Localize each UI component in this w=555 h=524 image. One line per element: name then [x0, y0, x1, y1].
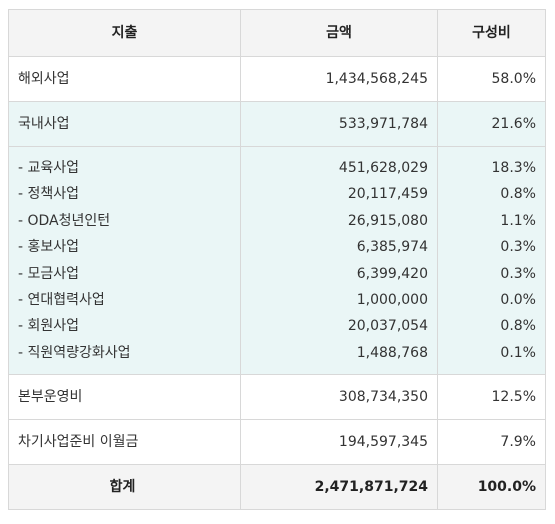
row-label: 본부운영비	[8, 374, 241, 421]
sub-item-ratio: 0.0%	[500, 291, 536, 308]
row-amount: 1,434,568,245	[240, 56, 438, 102]
row-ratio: 21.6%	[437, 101, 546, 147]
table-row-hq-operations: 본부운영비 308,734,350 12.5%	[8, 374, 546, 421]
row-amount: 533,971,784	[240, 101, 438, 147]
table-row-overseas: 해외사업 1,434,568,245 58.0%	[8, 56, 546, 102]
sub-item-ratio: 0.8%	[500, 186, 536, 203]
row-label: 해외사업	[8, 56, 241, 102]
header-row: 지출 금액 구성비	[8, 9, 546, 57]
header-ratio: 구성비	[437, 9, 546, 57]
sub-item-label: - 직원역량강화사업	[18, 344, 131, 361]
sub-item-amount: 6,399,420	[356, 265, 428, 282]
sub-item-ratio: 18.3%	[491, 160, 536, 176]
table-body: 해외사업 1,434,568,245 58.0% 국내사업 533,971,78…	[8, 56, 546, 511]
sub-item-label: - 홍보사업	[18, 239, 80, 256]
table-header: 지출 금액 구성비	[8, 9, 546, 57]
row-amount: 194,597,345	[240, 419, 438, 466]
sub-item-label: - ODA청년인턴	[18, 212, 111, 229]
expense-table: 지출 금액 구성비 해외사업 1,434,568,245 58.0% 국내사업 …	[8, 9, 546, 511]
total-label: 합계	[8, 464, 241, 511]
sub-item-label: - 교육사업	[18, 160, 80, 176]
sub-item-amount: 1,488,768	[356, 344, 428, 361]
sub-item-ratio: 0.3%	[500, 265, 536, 282]
row-amount: 308,734,350	[240, 374, 438, 421]
sub-item-label: - 정책사업	[18, 186, 80, 203]
table-row-total: 합계 2,471,871,724 100.0%	[8, 464, 546, 511]
sub-item-ratio: 0.8%	[500, 318, 536, 335]
table-row-carryover: 차기사업준비 이월금 194,597,345 7.9%	[8, 419, 546, 466]
row-ratio: 58.0%	[437, 56, 546, 102]
header-expense: 지출	[8, 9, 241, 57]
sub-item-ratio: 0.1%	[500, 344, 536, 361]
sub-labels-cell: - 교육사업 - 정책사업 - ODA청년인턴 - 홍보사업 - 모금사업 - …	[8, 145, 241, 376]
header-amount: 금액	[240, 9, 438, 57]
table-row-domestic: 국내사업 533,971,784 21.6%	[8, 101, 546, 147]
row-label: 차기사업준비 이월금	[8, 419, 241, 466]
expense-table-container: 지출 금액 구성비 해외사업 1,434,568,245 58.0% 국내사업 …	[8, 9, 546, 511]
sub-ratios-cell: 18.3% 0.8% 1.1% 0.3% 0.3% 0.0% 0.8% 0.1%	[437, 145, 546, 376]
sub-item-label: - 연대협력사업	[18, 291, 105, 308]
sub-item-amount: 20,117,459	[347, 186, 428, 203]
row-label: 국내사업	[8, 101, 241, 147]
sub-item-label: - 회원사업	[18, 318, 80, 335]
table-row-domestic-breakdown: - 교육사업 - 정책사업 - ODA청년인턴 - 홍보사업 - 모금사업 - …	[8, 145, 546, 376]
sub-item-ratio: 1.1%	[500, 212, 536, 229]
sub-item-amount: 1,000,000	[356, 291, 428, 308]
sub-item-amount: 26,915,080	[347, 212, 428, 229]
sub-item-ratio: 0.3%	[500, 239, 536, 256]
row-ratio: 12.5%	[437, 374, 546, 421]
total-ratio: 100.0%	[437, 464, 546, 511]
sub-item-amount: 6,385,974	[356, 239, 428, 256]
row-ratio: 7.9%	[437, 419, 546, 466]
total-amount: 2,471,871,724	[240, 464, 438, 511]
sub-item-amount: 451,628,029	[338, 160, 428, 176]
sub-item-amount: 20,037,054	[347, 318, 428, 335]
sub-item-label: - 모금사업	[18, 265, 80, 282]
sub-amounts-cell: 451,628,029 20,117,459 26,915,080 6,385,…	[240, 145, 438, 376]
